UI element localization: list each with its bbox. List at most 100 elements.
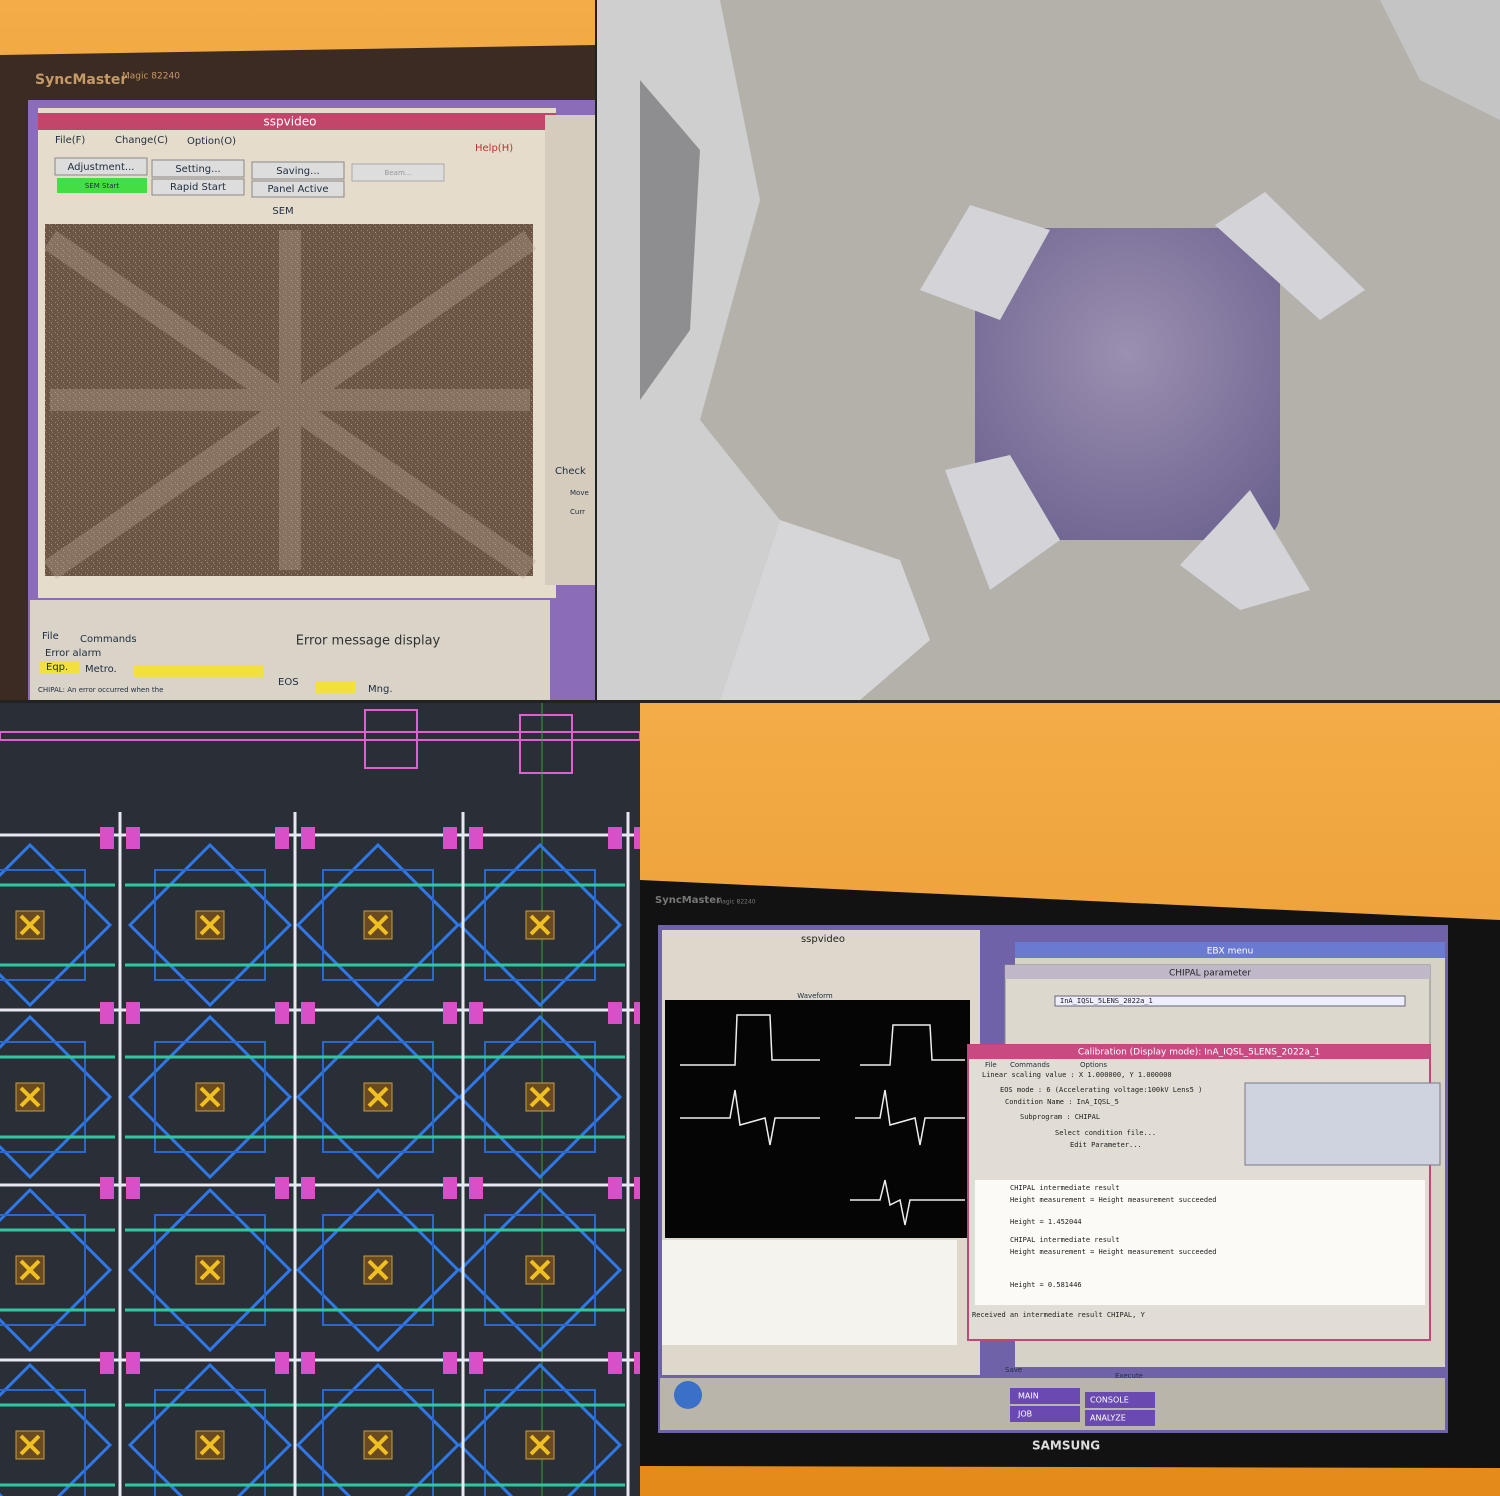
error-message: CHIPAL: An error occurred when the bbox=[38, 686, 163, 694]
help-menu[interactable]: Help(H) bbox=[475, 143, 513, 154]
title-bar bbox=[38, 113, 556, 130]
monitor-model: Magic 82240 bbox=[122, 72, 180, 82]
result-line: CHIPAL intermediate result bbox=[1010, 1236, 1120, 1244]
status-message: Received an intermediate result CHIPAL, … bbox=[972, 1311, 1146, 1319]
calibration-button[interactable]: Edit Parameter... bbox=[1070, 1141, 1142, 1149]
tape bbox=[945, 455, 1060, 590]
title-bar bbox=[1005, 965, 1430, 979]
photo-bottom-left bbox=[0, 703, 648, 1496]
pad-cross bbox=[529, 914, 551, 936]
marker bbox=[100, 827, 114, 849]
menu-item[interactable]: File bbox=[985, 1061, 997, 1069]
menu-item[interactable]: File bbox=[42, 631, 59, 642]
pad-cross bbox=[199, 1086, 221, 1108]
menu-item[interactable]: Commands bbox=[80, 634, 137, 645]
button[interactable] bbox=[54, 157, 148, 176]
taskbar-label[interactable]: JOB bbox=[1017, 1410, 1032, 1419]
button[interactable] bbox=[151, 159, 245, 178]
taskbar-button[interactable] bbox=[1010, 1388, 1080, 1404]
button[interactable] bbox=[251, 161, 345, 180]
calibration-line: Condition Name : InA_IQSL_5 bbox=[1005, 1098, 1119, 1106]
button[interactable] bbox=[251, 180, 345, 198]
taskbar-label[interactable]: CONSOLE bbox=[1090, 1396, 1129, 1405]
button[interactable] bbox=[57, 178, 147, 193]
button-label[interactable]: Beam... bbox=[385, 169, 412, 177]
menu-item[interactable]: Option(O) bbox=[187, 136, 236, 147]
routing bbox=[484, 1389, 596, 1496]
button-label[interactable]: Adjustment... bbox=[68, 162, 135, 173]
alarm-label: Error alarm bbox=[45, 648, 101, 659]
tape bbox=[1215, 192, 1365, 320]
action-button[interactable]: Save bbox=[1005, 1366, 1022, 1374]
pad-cross bbox=[19, 1434, 41, 1456]
pad-cross bbox=[529, 1259, 551, 1281]
marker bbox=[608, 1002, 622, 1024]
status-label: EOS bbox=[278, 677, 299, 688]
condition-field[interactable] bbox=[1054, 995, 1406, 1007]
side-label: Move bbox=[570, 489, 589, 497]
wafer bbox=[975, 228, 1280, 540]
title-bar bbox=[968, 1045, 1430, 1059]
error-panel bbox=[30, 600, 550, 700]
menu-item[interactable]: Options bbox=[1080, 1061, 1107, 1069]
decoration bbox=[43, 230, 537, 580]
routing bbox=[295, 842, 461, 1008]
result-area bbox=[975, 1180, 1425, 1305]
result-line: CHIPAL intermediate result bbox=[1010, 1184, 1120, 1192]
marker bbox=[275, 827, 289, 849]
window-title: sspvideo bbox=[801, 934, 845, 945]
pad-box bbox=[364, 709, 418, 769]
button[interactable] bbox=[151, 178, 245, 196]
taskbar-button[interactable] bbox=[1085, 1410, 1155, 1426]
marker bbox=[469, 1177, 483, 1199]
routing bbox=[0, 1041, 86, 1153]
result-line: Height measurement = Height measurement … bbox=[1010, 1196, 1217, 1204]
marker bbox=[443, 1352, 457, 1374]
routing bbox=[127, 1014, 293, 1180]
button-label[interactable]: Setting... bbox=[175, 164, 220, 175]
status-light bbox=[40, 661, 80, 673]
routing bbox=[127, 842, 293, 1008]
taskbar-button[interactable] bbox=[1010, 1406, 1080, 1422]
calibration-button[interactable]: Select condition file... bbox=[1055, 1129, 1156, 1137]
routing bbox=[127, 1187, 293, 1353]
pad-cross bbox=[199, 1259, 221, 1281]
title-bar bbox=[1015, 942, 1445, 958]
button-label[interactable]: Saving... bbox=[276, 166, 319, 177]
marker bbox=[301, 1002, 315, 1024]
taskbar-label[interactable]: MAIN bbox=[1018, 1392, 1039, 1401]
pad bbox=[15, 1255, 45, 1285]
pad bbox=[363, 1430, 393, 1460]
button-label[interactable]: Rapid Start bbox=[170, 182, 226, 193]
routing bbox=[295, 1014, 461, 1180]
marker bbox=[469, 1002, 483, 1024]
button[interactable] bbox=[351, 163, 445, 182]
pad-cross bbox=[529, 1086, 551, 1108]
calibration-line: Subprogram : CHIPAL bbox=[1020, 1113, 1100, 1121]
routing bbox=[484, 1214, 596, 1326]
status-label: Eqp. bbox=[46, 662, 68, 673]
log-area bbox=[662, 1240, 957, 1345]
menu-item[interactable]: File(F) bbox=[55, 135, 85, 146]
marker bbox=[301, 1352, 315, 1374]
taskbar-label[interactable]: ANALYZE bbox=[1090, 1414, 1126, 1423]
marker bbox=[126, 1002, 140, 1024]
taskbar-button[interactable] bbox=[1085, 1392, 1155, 1408]
button-label[interactable]: SEM Start bbox=[85, 182, 119, 190]
result-line: Height = 0.581446 bbox=[1010, 1281, 1082, 1289]
button-label[interactable]: Panel Active bbox=[267, 184, 328, 195]
routing bbox=[0, 869, 86, 981]
marker bbox=[100, 1177, 114, 1199]
window-title: sspvideo bbox=[264, 115, 317, 129]
marker bbox=[275, 1002, 289, 1024]
calibration-title: Calibration (Display mode): InA_IQSL_5LE… bbox=[1078, 1048, 1320, 1058]
marker bbox=[443, 1177, 457, 1199]
action-button[interactable]: Execute bbox=[1115, 1372, 1143, 1380]
menu-item[interactable]: Change(C) bbox=[115, 135, 168, 146]
menu-item[interactable]: Commands bbox=[1010, 1061, 1050, 1069]
pad-cross bbox=[367, 1259, 389, 1281]
routing bbox=[457, 1362, 623, 1496]
foil bbox=[720, 520, 930, 700]
pad-cross bbox=[19, 1086, 41, 1108]
result-line: Height measurement = Height measurement … bbox=[1010, 1248, 1217, 1256]
